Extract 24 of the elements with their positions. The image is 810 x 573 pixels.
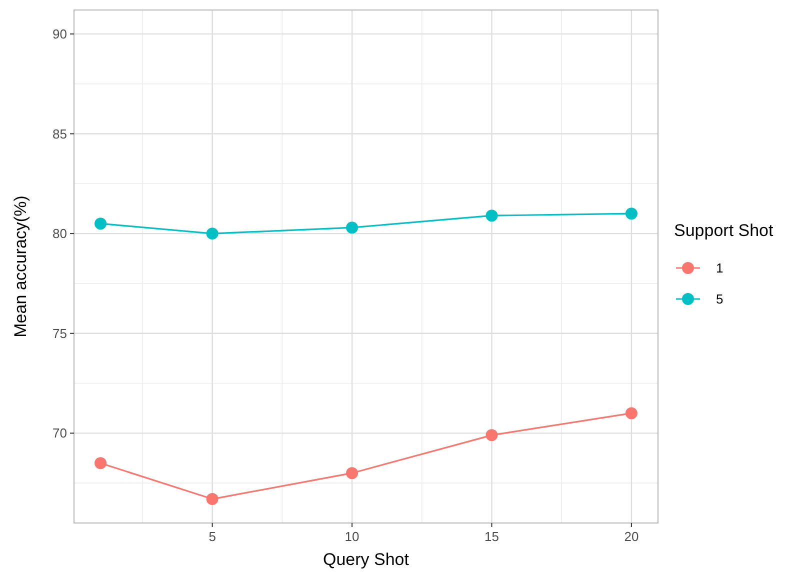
y-axis-title: Mean accuracy(%)	[11, 196, 30, 338]
legend-title: Support Shot	[674, 221, 774, 240]
x-tick-label: 20	[624, 529, 639, 544]
y-tick-label: 85	[52, 126, 67, 142]
point	[206, 228, 218, 240]
x-tick-label: 15	[484, 529, 499, 544]
x-axis-title: Query Shot	[323, 550, 410, 569]
point	[486, 210, 498, 222]
point	[94, 457, 107, 470]
point	[625, 208, 638, 220]
point	[486, 429, 498, 442]
y-tick-label: 75	[52, 326, 67, 341]
x-tick-label: 10	[344, 529, 360, 544]
legend-label: 1	[716, 260, 724, 276]
y-tick-label: 70	[52, 426, 67, 441]
point	[346, 467, 358, 480]
x-tick-label: 5	[208, 529, 216, 544]
point	[346, 222, 358, 234]
y-tick-label: 90	[52, 26, 67, 42]
point	[625, 407, 638, 420]
y-tick-label: 80	[52, 226, 67, 242]
point	[94, 218, 107, 230]
legend-label: 5	[716, 292, 724, 307]
point	[206, 493, 218, 506]
